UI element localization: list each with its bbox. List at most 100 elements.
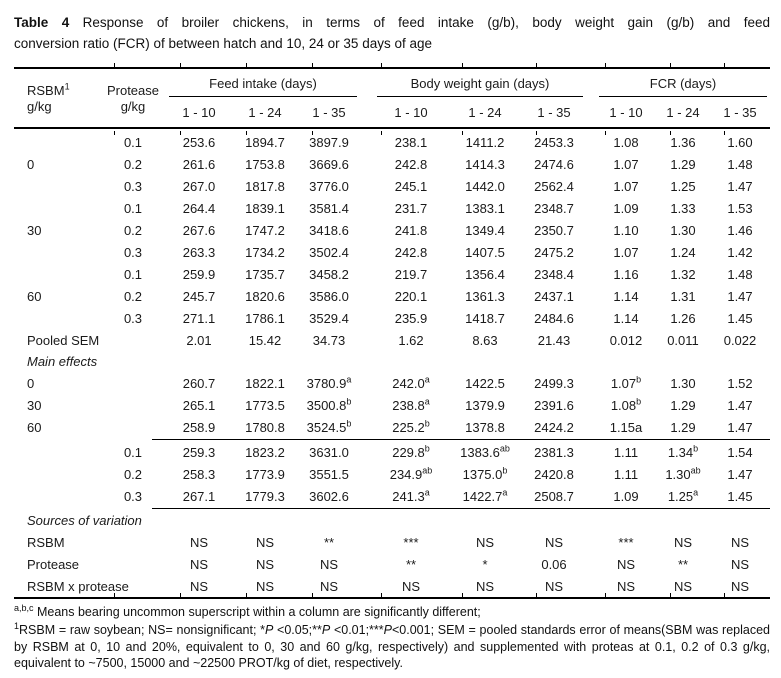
value-cell: 1.47 bbox=[727, 178, 753, 194]
row-label-cell: RSBM bbox=[27, 534, 65, 550]
value-cell: 1.30 bbox=[670, 222, 696, 238]
value-cell: NS bbox=[673, 534, 693, 550]
value-cell: 264.4 bbox=[182, 200, 216, 216]
value-cell: NS bbox=[401, 578, 421, 594]
value-cell: 1.52 bbox=[727, 375, 753, 391]
value-cell: 253.6 bbox=[182, 134, 216, 150]
value-cell: 1.10 bbox=[613, 222, 639, 238]
table-caption: Table 4 Response of broiler chickens, in… bbox=[14, 12, 770, 54]
value-cell: 231.7 bbox=[394, 200, 428, 216]
value-cell: 1894.7 bbox=[245, 134, 285, 150]
header-bottom-rule bbox=[14, 127, 770, 135]
value-cell: 34.73 bbox=[312, 332, 346, 348]
value-cell: 3776.0 bbox=[309, 178, 349, 194]
value-cell: 1.54 bbox=[727, 444, 753, 460]
subheader-bwg-1-35: 1 - 35 bbox=[537, 104, 571, 120]
caption-line-1: Table 4 Response of broiler chickens, in… bbox=[14, 15, 770, 30]
feed-intake-group-header: Feed intake (days) bbox=[169, 71, 357, 97]
value-cell: NS bbox=[730, 556, 750, 572]
value-cell: 1.29 bbox=[670, 397, 696, 413]
protease-cell: 0.1 bbox=[123, 266, 143, 282]
row-label-cell: RSBM x protease bbox=[27, 578, 129, 594]
value-cell: 1411.2 bbox=[465, 134, 505, 150]
value-cell: 1.07 bbox=[613, 178, 639, 194]
rule-tick bbox=[381, 63, 382, 67]
protease-cell: 0.1 bbox=[123, 200, 143, 216]
value-cell: 271.1 bbox=[182, 310, 216, 326]
value-cell: NS bbox=[475, 534, 495, 550]
table-body: 0.1 253.6 1894.7 3897.9 238.1 1411.2 2453.3 1.0… bbox=[14, 129, 770, 597]
table-row: Pooled SEM 2.01 15.42 34.73 1.62 8.63 21.43 0.0… bbox=[14, 329, 770, 351]
rule-tick bbox=[462, 131, 463, 135]
value-cell: 1.31 bbox=[670, 288, 696, 304]
protease-header-line2: g/kg bbox=[120, 99, 146, 114]
value-cell: 1.29 bbox=[670, 419, 696, 435]
value-cell: 3458.2 bbox=[309, 266, 349, 282]
value-cell: 2474.6 bbox=[534, 156, 574, 172]
rsbm-header-line1: RSBM1 bbox=[27, 81, 70, 98]
rule-tick bbox=[536, 131, 537, 135]
value-cell: 261.6 bbox=[182, 156, 216, 172]
protease-column-header: Protease g/kg bbox=[100, 83, 166, 115]
value-cell: 1.25a bbox=[667, 487, 699, 504]
value-cell: NS bbox=[544, 534, 564, 550]
rule-tick bbox=[180, 593, 181, 597]
rule-tick bbox=[605, 131, 606, 135]
value-cell: NS bbox=[255, 534, 275, 550]
rule-tick bbox=[246, 131, 247, 135]
protease-cell: 0.2 bbox=[123, 466, 143, 482]
value-cell: 1.53 bbox=[727, 200, 753, 216]
value-cell: 229.8b bbox=[392, 443, 430, 460]
value-cell: 241.8 bbox=[394, 222, 428, 238]
value-cell: 1.15a bbox=[609, 419, 643, 435]
value-cell: 2475.2 bbox=[534, 244, 574, 260]
value-cell: NS bbox=[189, 578, 209, 594]
protease-cell: 0.3 bbox=[123, 244, 143, 260]
value-cell: 3581.4 bbox=[309, 200, 349, 216]
value-cell: 1375.0b bbox=[462, 465, 508, 482]
value-cell: 3418.6 bbox=[309, 222, 349, 238]
subheader-fcr-1-35: 1 - 35 bbox=[723, 104, 757, 120]
rule-tick bbox=[536, 63, 537, 67]
value-cell: 238.1 bbox=[394, 134, 428, 150]
value-cell: ** bbox=[323, 534, 335, 550]
value-cell: NS bbox=[673, 578, 693, 594]
value-cell: NS bbox=[730, 534, 750, 550]
row-label-cell: Protease bbox=[27, 556, 80, 572]
row-label-cell: 0 bbox=[27, 375, 35, 391]
table-row: 0.1 253.6 1894.7 3897.9 238.1 1411.2 2453.3 1.0… bbox=[14, 131, 770, 153]
value-cell: NS bbox=[189, 534, 209, 550]
value-cell: 0.012 bbox=[609, 332, 643, 348]
value-cell: 260.7 bbox=[182, 375, 216, 391]
section-label: Main effects bbox=[27, 354, 98, 369]
value-cell: 1.30 bbox=[670, 375, 696, 391]
value-cell: 245.1 bbox=[394, 178, 428, 194]
value-cell: 2.01 bbox=[186, 332, 212, 348]
results-table: RSBM1 g/kg Protease g/kg Feed intake (da… bbox=[14, 63, 770, 599]
value-cell: 1378.8 bbox=[465, 419, 505, 435]
value-cell: 1822.1 bbox=[245, 375, 285, 391]
table-header: RSBM1 g/kg Protease g/kg Feed intake (da… bbox=[14, 69, 770, 127]
value-cell: 267.0 bbox=[182, 178, 216, 194]
value-cell: 1356.4 bbox=[465, 266, 505, 282]
divider-line bbox=[152, 439, 770, 440]
protease-cell: 0.2 bbox=[123, 288, 143, 304]
rule-tick bbox=[114, 593, 115, 597]
value-cell: 234.9ab bbox=[389, 465, 433, 482]
value-cell: 259.9 bbox=[182, 266, 216, 282]
protease-cell: 0.2 bbox=[123, 222, 143, 238]
value-cell: *** bbox=[403, 534, 419, 550]
value-cell: 258.9 bbox=[182, 419, 216, 435]
value-cell: 1418.7 bbox=[465, 310, 505, 326]
value-cell: 1.62 bbox=[398, 332, 424, 348]
rsbm-header-line2: g/kg bbox=[27, 99, 52, 114]
value-cell: 2437.1 bbox=[534, 288, 574, 304]
table-row: 0.3 263.3 1734.2 3502.4 242.8 1407.5 2475.2 1.0… bbox=[14, 241, 770, 263]
value-cell: 3524.5b bbox=[306, 418, 352, 435]
table-row: 30 0.2 267.6 1747.2 3418.6 241.8 1349.4 2350.7 1… bbox=[14, 219, 770, 241]
table-top-rule bbox=[14, 63, 770, 69]
subheader-fcr-1-24: 1 - 24 bbox=[666, 104, 700, 120]
value-cell: 1.45 bbox=[727, 488, 753, 504]
value-cell: 3602.6 bbox=[309, 488, 349, 504]
protease-cell: 0.3 bbox=[123, 178, 143, 194]
